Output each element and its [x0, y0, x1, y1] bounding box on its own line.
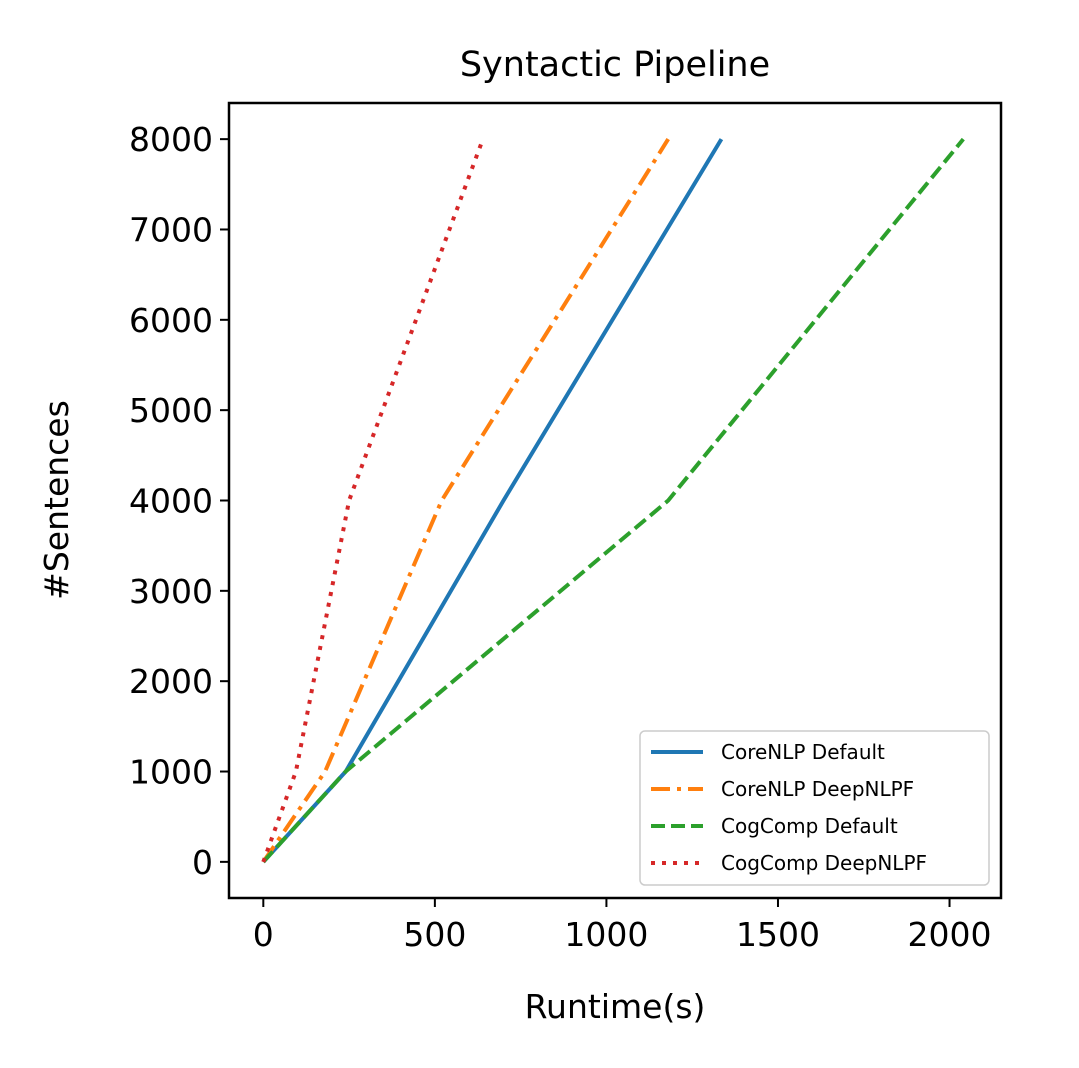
series-line-cogcomp-default: [261, 137, 965, 864]
y-tick-label: 8000: [129, 120, 213, 159]
legend-label: CoreNLP Default: [721, 740, 885, 764]
y-tick-label: 5000: [129, 391, 213, 430]
y-tick-label: 4000: [129, 482, 213, 521]
series-lines: [261, 137, 965, 864]
y-axis-title: #Sentences: [37, 400, 76, 600]
y-tick-label: 2000: [129, 662, 213, 701]
legend-label: CogComp DeepNLPF: [721, 851, 927, 875]
chart-title: Syntactic Pipeline: [460, 45, 770, 85]
x-axis: 0 500 1000 1500 2000: [253, 898, 992, 954]
legend-box: [639, 730, 990, 886]
y-tick-label: 7000: [129, 210, 213, 249]
legend: CoreNLP Default CoreNLP DeepNLPF CogComp D…: [639, 730, 990, 886]
y-tick-label: 0: [192, 843, 213, 882]
legend-label: CoreNLP DeepNLPF: [721, 777, 914, 801]
x-tick-label: 1500: [736, 915, 820, 954]
legend-label: CogComp Default: [721, 814, 898, 838]
y-tick-label: 1000: [129, 753, 213, 792]
y-tick-label: 3000: [129, 572, 213, 611]
y-axis: 0 1000 2000 3000 4000 5000 6000 7000 8000: [129, 120, 229, 882]
series-line-cogcomp-deepnlpf: [261, 138, 485, 863]
x-tick-label: 1000: [564, 915, 648, 954]
x-tick-label: 2000: [908, 915, 992, 954]
x-axis-title: Runtime(s): [525, 987, 706, 1026]
x-tick-label: 500: [403, 915, 466, 954]
x-tick-label: 0: [253, 915, 274, 954]
y-tick-label: 6000: [129, 301, 213, 340]
series-line-corenlp-deepnlpf: [261, 138, 670, 864]
